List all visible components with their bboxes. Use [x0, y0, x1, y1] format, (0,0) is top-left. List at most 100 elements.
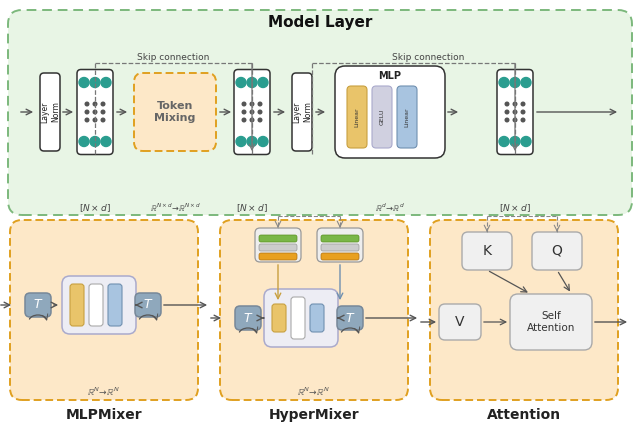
Text: HyperMixer: HyperMixer	[269, 408, 359, 422]
Text: $\mathbb{R}^{N\times d}\!\rightarrow\!\mathbb{R}^{N\times d}$: $\mathbb{R}^{N\times d}\!\rightarrow\!\m…	[150, 202, 200, 214]
Circle shape	[510, 77, 520, 88]
FancyBboxPatch shape	[510, 294, 592, 350]
FancyBboxPatch shape	[321, 235, 359, 242]
Text: $\mathbb{R}^{d}\!\rightarrow\!\mathbb{R}^{d}$: $\mathbb{R}^{d}\!\rightarrow\!\mathbb{R}…	[375, 202, 405, 214]
Text: $[N \times d]$: $[N \times d]$	[499, 202, 531, 214]
Circle shape	[250, 118, 254, 122]
Circle shape	[521, 137, 531, 146]
Circle shape	[236, 77, 246, 88]
Text: Skip connection: Skip connection	[138, 54, 210, 63]
Circle shape	[101, 77, 111, 88]
Circle shape	[90, 77, 100, 88]
Circle shape	[242, 118, 246, 122]
Circle shape	[258, 137, 268, 146]
Circle shape	[521, 118, 525, 122]
Text: $\mathbb{R}^N\!\rightarrow\!\mathbb{R}^N$: $\mathbb{R}^N\!\rightarrow\!\mathbb{R}^N…	[298, 386, 331, 398]
Text: Layer
Norm: Layer Norm	[40, 102, 60, 123]
Text: MLP: MLP	[378, 71, 401, 81]
FancyBboxPatch shape	[291, 297, 305, 339]
FancyBboxPatch shape	[62, 276, 136, 334]
Text: Token
Mixing: Token Mixing	[154, 101, 196, 123]
Text: Attention: Attention	[487, 408, 561, 422]
Circle shape	[521, 77, 531, 88]
FancyBboxPatch shape	[234, 70, 270, 155]
FancyBboxPatch shape	[372, 86, 392, 148]
Circle shape	[79, 77, 89, 88]
Text: Self
Attention: Self Attention	[527, 311, 575, 333]
FancyBboxPatch shape	[462, 232, 512, 270]
Circle shape	[247, 137, 257, 146]
Circle shape	[101, 137, 111, 146]
Text: $[N \times d]$: $[N \times d]$	[79, 202, 111, 214]
Circle shape	[505, 110, 509, 114]
Circle shape	[85, 110, 89, 114]
FancyBboxPatch shape	[8, 10, 632, 215]
Circle shape	[85, 118, 89, 122]
FancyBboxPatch shape	[135, 293, 161, 317]
FancyBboxPatch shape	[259, 253, 297, 260]
Circle shape	[236, 137, 246, 146]
Circle shape	[101, 110, 105, 114]
Circle shape	[258, 77, 268, 88]
Circle shape	[505, 102, 509, 106]
FancyBboxPatch shape	[337, 306, 363, 330]
Circle shape	[93, 118, 97, 122]
FancyBboxPatch shape	[272, 304, 286, 332]
FancyBboxPatch shape	[259, 235, 297, 242]
Circle shape	[510, 137, 520, 146]
Text: $\mathbb{R}^N\!\rightarrow\!\mathbb{R}^N$: $\mathbb{R}^N\!\rightarrow\!\mathbb{R}^N…	[88, 386, 120, 398]
Circle shape	[521, 102, 525, 106]
FancyBboxPatch shape	[40, 73, 60, 151]
Text: Skip connection: Skip connection	[392, 54, 465, 63]
FancyBboxPatch shape	[10, 220, 198, 400]
Circle shape	[242, 102, 246, 106]
Circle shape	[79, 137, 89, 146]
FancyBboxPatch shape	[77, 70, 113, 155]
Text: Layer
Norm: Layer Norm	[292, 102, 312, 123]
Circle shape	[93, 102, 97, 106]
Text: $T$: $T$	[243, 311, 253, 324]
Circle shape	[499, 77, 509, 88]
Text: Linear: Linear	[355, 107, 360, 127]
Text: $T$: $T$	[143, 299, 153, 311]
Circle shape	[521, 110, 525, 114]
FancyBboxPatch shape	[25, 293, 51, 317]
FancyBboxPatch shape	[321, 253, 359, 260]
Text: Model Layer: Model Layer	[268, 15, 372, 29]
FancyBboxPatch shape	[292, 73, 312, 151]
Text: K: K	[483, 244, 492, 258]
Circle shape	[90, 137, 100, 146]
Text: Q: Q	[552, 244, 563, 258]
Text: $[N \times d]$: $[N \times d]$	[236, 202, 268, 214]
FancyBboxPatch shape	[430, 220, 618, 400]
FancyBboxPatch shape	[108, 284, 122, 326]
Circle shape	[101, 102, 105, 106]
Text: $T$: $T$	[33, 299, 44, 311]
Circle shape	[101, 118, 105, 122]
Text: MLPMixer: MLPMixer	[66, 408, 142, 422]
Circle shape	[258, 110, 262, 114]
Circle shape	[499, 137, 509, 146]
FancyBboxPatch shape	[347, 86, 367, 148]
Circle shape	[242, 110, 246, 114]
FancyBboxPatch shape	[259, 244, 297, 251]
FancyBboxPatch shape	[439, 304, 481, 340]
FancyBboxPatch shape	[310, 304, 324, 332]
FancyBboxPatch shape	[255, 228, 301, 262]
FancyBboxPatch shape	[397, 86, 417, 148]
FancyBboxPatch shape	[532, 232, 582, 270]
FancyBboxPatch shape	[89, 284, 103, 326]
FancyBboxPatch shape	[321, 244, 359, 251]
FancyBboxPatch shape	[70, 284, 84, 326]
FancyBboxPatch shape	[220, 220, 408, 400]
Circle shape	[513, 110, 517, 114]
Circle shape	[513, 118, 517, 122]
FancyBboxPatch shape	[335, 66, 445, 158]
FancyBboxPatch shape	[134, 73, 216, 151]
Circle shape	[247, 77, 257, 88]
Circle shape	[505, 118, 509, 122]
Circle shape	[85, 102, 89, 106]
Circle shape	[513, 102, 517, 106]
Text: V: V	[455, 315, 465, 329]
Text: $T$: $T$	[345, 311, 355, 324]
